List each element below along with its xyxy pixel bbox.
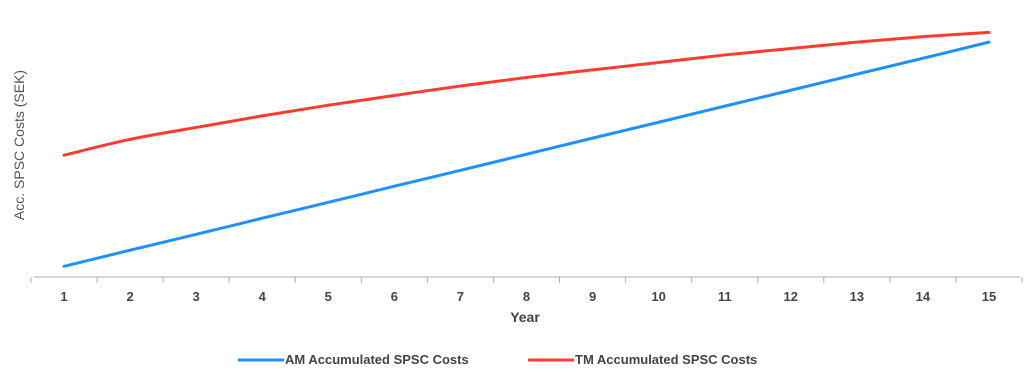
x-tick-label: 8 xyxy=(523,289,530,304)
x-tick-label: 14 xyxy=(916,289,931,304)
x-tick-label: 7 xyxy=(457,289,464,304)
legend-label: AM Accumulated SPSC Costs xyxy=(285,352,469,367)
series-lines xyxy=(62,30,991,268)
x-axis: 1 2 3 4 5 6 7 8 9 10 11 12 13 14 15 xyxy=(30,276,1023,304)
x-tick-label: 5 xyxy=(325,289,332,304)
x-tick-label: 6 xyxy=(391,289,398,304)
series-line-am xyxy=(62,40,991,268)
x-tick-label: 4 xyxy=(259,289,267,304)
x-tick-label: 12 xyxy=(784,289,798,304)
x-tick-label: 15 xyxy=(982,289,996,304)
series-line-tm xyxy=(62,30,991,157)
x-tick-label: 10 xyxy=(651,289,665,304)
x-tick-label: 2 xyxy=(126,289,133,304)
legend-label: TM Accumulated SPSC Costs xyxy=(575,352,757,367)
x-tick-label: 1 xyxy=(60,289,67,304)
x-tick-label: 11 xyxy=(718,289,732,304)
y-axis-title: Acc. SPSC Costs (SEK) xyxy=(11,70,27,220)
legend: AM Accumulated SPSC Costs TM Accumulated … xyxy=(238,352,757,367)
x-tick-label: 3 xyxy=(193,289,200,304)
x-tick-label: 13 xyxy=(850,289,864,304)
x-axis-title: Year xyxy=(510,309,540,325)
x-tick-label: 9 xyxy=(589,289,596,304)
